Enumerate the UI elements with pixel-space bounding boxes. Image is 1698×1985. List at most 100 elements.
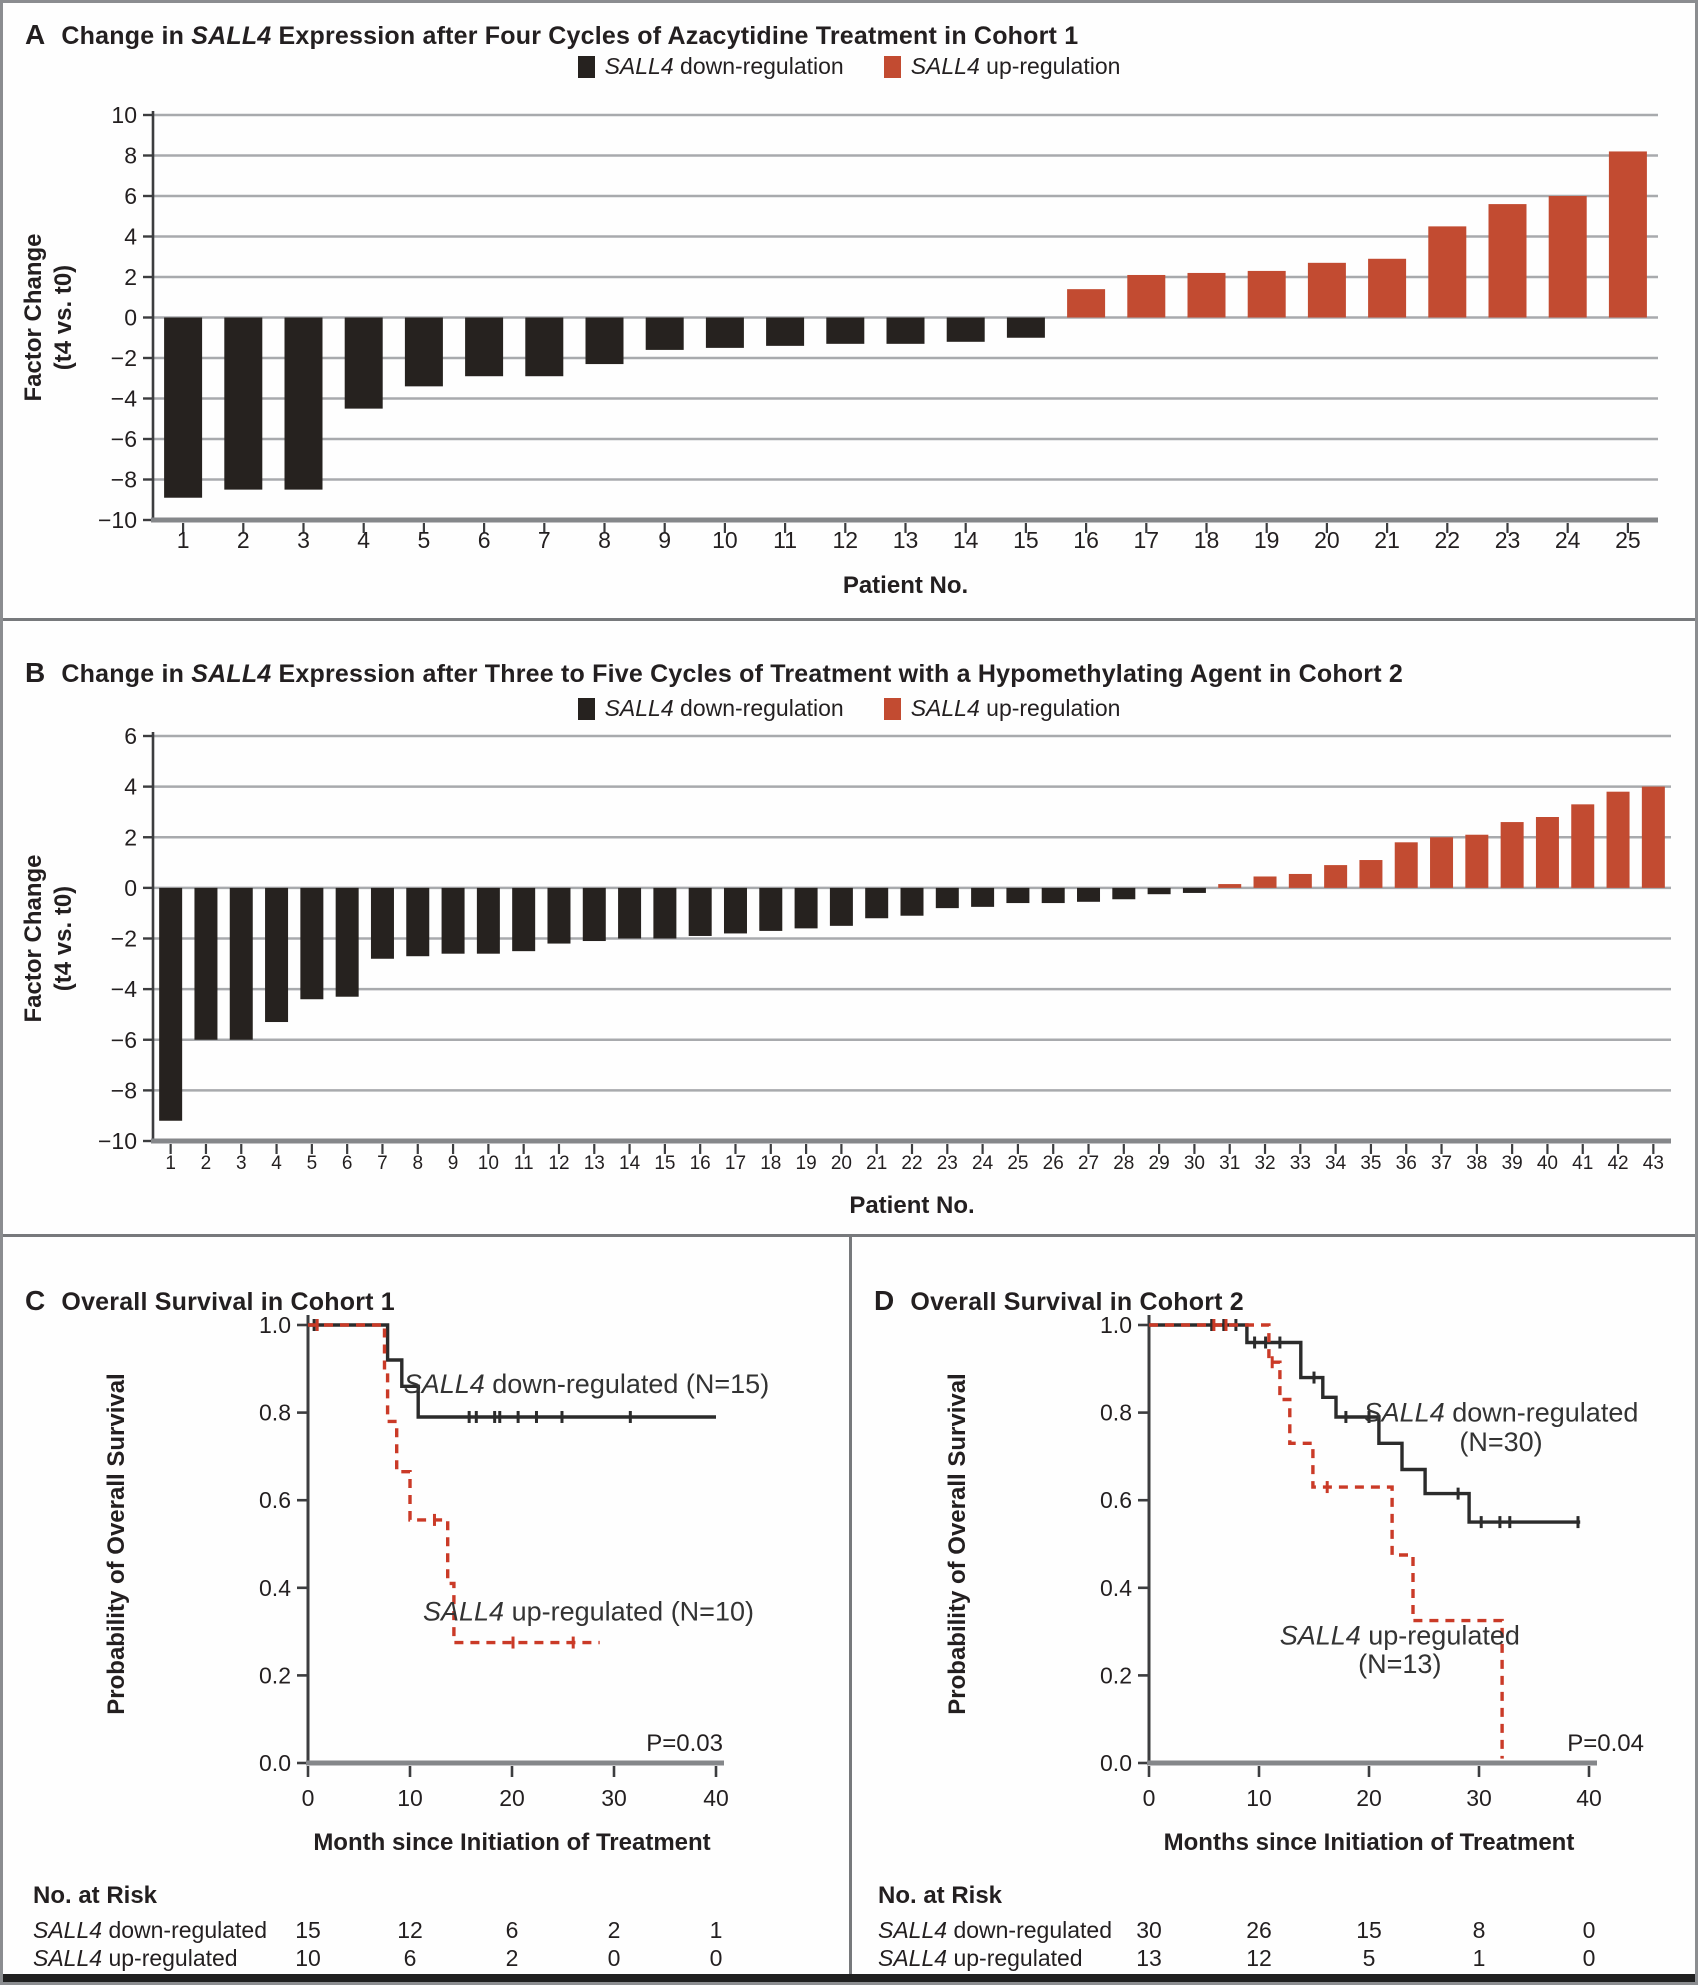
x-tick-label: 32 xyxy=(1254,1153,1275,1174)
km-line-down xyxy=(308,1323,716,1419)
at-risk-count: 6 xyxy=(404,1945,417,1971)
at-risk-count: 15 xyxy=(1356,1917,1382,1943)
x-tick-label: 37 xyxy=(1431,1153,1452,1174)
km-curve-label-down: (N=30) xyxy=(1459,1427,1542,1457)
at-risk-count: 5 xyxy=(1363,1945,1376,1971)
y-tick-label: −6 xyxy=(111,426,137,452)
x-tick-label: 25 xyxy=(1615,527,1641,553)
bar-patient-20 xyxy=(1307,262,1346,318)
x-tick-label: 2 xyxy=(201,1153,212,1174)
y-tick-label: 2 xyxy=(124,824,137,850)
bar-patient-41 xyxy=(1571,804,1595,888)
bar-patient-2 xyxy=(224,317,263,490)
x-tick-label: 16 xyxy=(1073,527,1099,553)
bar-patient-6 xyxy=(465,317,504,377)
y-tick-label: 1.0 xyxy=(1100,1312,1132,1338)
x-axis-label: Patient No. xyxy=(843,572,968,599)
km-curve-label-down: SALL4 down-regulated xyxy=(1364,1397,1639,1427)
y-axis-label: Factor Change (t4 vs. t0) xyxy=(20,854,77,1022)
panel-a-waterfall-cohort1: A Change in SALL4 Expression after Four C… xyxy=(3,3,1695,621)
bar-patient-15 xyxy=(1006,317,1045,338)
at-risk-count: 26 xyxy=(1246,1917,1272,1943)
at-risk-row-label: SALL4 down-regulated xyxy=(33,1917,267,1943)
bar-patient-5 xyxy=(300,887,324,1000)
panel-b-title: B Change in SALL4 Expression after Three … xyxy=(25,657,1403,689)
bar-patient-12 xyxy=(826,317,865,344)
x-tick-label: 25 xyxy=(1007,1153,1028,1174)
x-tick-label: 16 xyxy=(690,1153,711,1174)
y-tick-label: 4 xyxy=(124,224,137,250)
panel-a-legend: SALL4 down-regulation SALL4 up-regulatio… xyxy=(3,53,1695,80)
x-tick-label: 15 xyxy=(654,1153,675,1174)
y-axis-label: Probability of Overall Survival xyxy=(103,1373,130,1714)
panel-a-title: A Change in SALL4 Expression after Four C… xyxy=(25,19,1078,51)
panel-c-title-text: Overall Survival in Cohort 1 xyxy=(61,1288,395,1316)
x-tick-label: 15 xyxy=(1013,527,1039,553)
y-tick-label: −10 xyxy=(98,507,137,533)
km-line-up xyxy=(1149,1323,1504,1759)
at-risk-count: 2 xyxy=(506,1945,519,1971)
x-axis-label: Month since Initiation of Treatment xyxy=(313,1829,710,1856)
y-tick-label: 1.0 xyxy=(259,1312,291,1338)
panel-b-title-pre: Change in xyxy=(61,660,192,688)
at-risk-count: 0 xyxy=(1583,1917,1596,1943)
bar-patient-13 xyxy=(582,887,606,942)
y-tick-label: 0.4 xyxy=(1100,1575,1132,1601)
at-risk-count: 0 xyxy=(1583,1945,1596,1971)
figure-bottom-edge xyxy=(3,1974,1695,1982)
bar-patient-15 xyxy=(653,887,677,939)
y-axis-label: Probability of Overall Survival xyxy=(944,1373,971,1714)
bar-patient-16 xyxy=(1067,289,1106,318)
x-tick-label: 11 xyxy=(773,527,797,553)
km-line-up xyxy=(308,1323,600,1645)
y-tick-label: 0.0 xyxy=(259,1750,291,1776)
x-tick-label: 40 xyxy=(1537,1153,1558,1174)
bar-patient-18 xyxy=(759,887,783,931)
at-risk-heading: No. at Risk xyxy=(33,1882,158,1909)
x-tick-label: 21 xyxy=(1374,527,1400,553)
x-tick-label: 4 xyxy=(271,1153,282,1174)
bar-patient-21 xyxy=(865,887,889,919)
at-risk-count: 12 xyxy=(1246,1945,1272,1971)
at-risk-count: 1 xyxy=(710,1917,723,1943)
bar-patient-11 xyxy=(766,317,805,346)
svg-text:(t4 vs. t0): (t4 vs. t0) xyxy=(50,886,77,991)
x-tick-label: 27 xyxy=(1078,1153,1099,1174)
x-tick-label: 20 xyxy=(831,1153,852,1174)
at-risk-count: 8 xyxy=(1473,1917,1486,1943)
panel-d-survival-cohort2: D Overall Survival in Cohort 2 1.0 0.8 0.6 0… xyxy=(852,1237,1695,1974)
x-tick-label: 35 xyxy=(1360,1153,1381,1174)
x-tick-label: 3 xyxy=(297,527,310,553)
x-tick-label: 7 xyxy=(377,1153,388,1174)
y-tick-label: 0.6 xyxy=(1100,1487,1132,1513)
at-risk-count: 2 xyxy=(608,1917,621,1943)
x-tick-label: 30 xyxy=(1466,1785,1492,1811)
x-tick-label: 0 xyxy=(302,1785,315,1811)
bar-patient-23 xyxy=(1488,204,1527,318)
bar-patient-4 xyxy=(344,317,383,409)
bar-patient-22 xyxy=(1428,226,1467,318)
bar-patient-32 xyxy=(1253,876,1277,888)
bar-patient-1 xyxy=(159,887,183,1121)
x-tick-label: 14 xyxy=(619,1153,641,1174)
x-tick-label: 12 xyxy=(833,527,859,553)
x-tick-label: 43 xyxy=(1643,1153,1664,1174)
bar-patient-33 xyxy=(1288,873,1312,888)
bar-patient-23 xyxy=(935,887,959,909)
bar-patient-34 xyxy=(1324,865,1348,888)
x-tick-label: 1 xyxy=(177,527,190,553)
at-risk-row-label: SALL4 down-regulated xyxy=(878,1917,1112,1943)
svg-text:Factor Change: Factor Change xyxy=(20,854,47,1022)
bar-patient-36 xyxy=(1394,842,1418,888)
bar-patient-10 xyxy=(476,887,500,954)
at-risk-count: 0 xyxy=(608,1945,621,1971)
up-regulation-swatch-icon xyxy=(883,55,901,78)
at-risk-count: 13 xyxy=(1136,1945,1162,1971)
x-tick-label: 39 xyxy=(1502,1153,1523,1174)
bar-patient-43 xyxy=(1641,786,1665,888)
x-axis-label: Patient No. xyxy=(849,1192,974,1219)
x-tick-label: 13 xyxy=(893,527,919,553)
